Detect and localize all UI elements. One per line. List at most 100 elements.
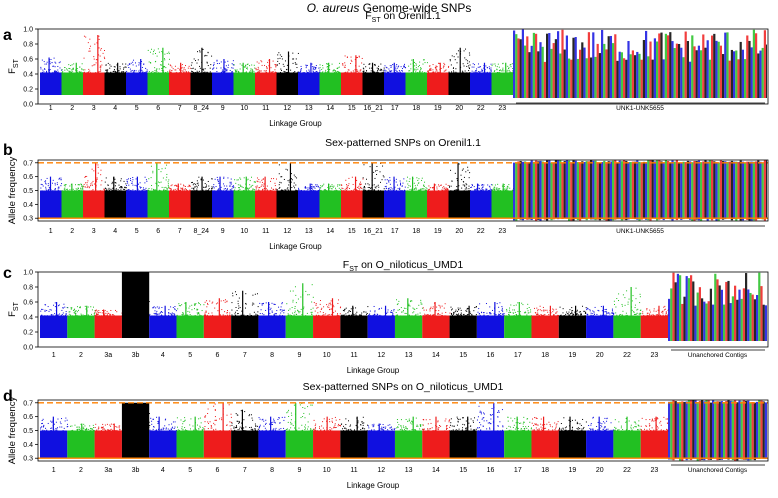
scatter-band-6 [147, 72, 169, 95]
snp-point [277, 418, 279, 420]
snp-point [313, 72, 315, 74]
snp-point [465, 59, 467, 61]
snp-point [319, 188, 321, 190]
snp-point [192, 425, 194, 427]
snp-point [469, 313, 471, 315]
snp-point [243, 427, 245, 429]
snp-point [161, 60, 163, 62]
snp-point [496, 188, 498, 190]
snp-point [169, 64, 171, 66]
snp-point [407, 187, 409, 189]
snp-point [237, 429, 239, 431]
unanchored-column [747, 289, 750, 341]
snp-point [54, 70, 56, 72]
snp-point [266, 67, 268, 69]
snp-point [170, 430, 172, 432]
snp-point [61, 314, 63, 316]
y-tick-label-a: 0.2 [23, 87, 33, 94]
scatter-band-22 [470, 190, 492, 219]
unanchored-column [719, 45, 722, 98]
snp-peak-6 [156, 162, 158, 191]
snp-point [590, 315, 592, 317]
snp-point [96, 181, 98, 183]
snp-point [213, 184, 215, 186]
snp-point [165, 186, 167, 188]
snp-point [554, 315, 556, 317]
snp-point [310, 187, 312, 189]
snp-point [204, 312, 206, 314]
snp-point [213, 186, 215, 188]
snp-point [46, 309, 48, 311]
snp-point [46, 189, 48, 191]
y-tick-label-c: 0.4 [23, 315, 33, 322]
unanchored-column [722, 161, 725, 220]
snp-point [478, 308, 480, 310]
unanchored-column [752, 29, 755, 98]
snp-point [360, 183, 362, 185]
snp-point [179, 72, 181, 74]
snp-point [130, 179, 132, 181]
snp-point [182, 430, 184, 432]
snp-point [182, 423, 184, 425]
snp-point [318, 315, 320, 317]
unanchored-column [612, 160, 615, 221]
snp-point [362, 177, 364, 179]
scatter-band-8_24 [190, 72, 212, 95]
panel-label-d: d [3, 388, 13, 405]
snp-point [335, 419, 337, 421]
snp-point [196, 190, 198, 192]
snp-point [204, 314, 206, 316]
snp-point [153, 426, 155, 428]
snp-point [47, 430, 49, 432]
snp-point [294, 187, 296, 189]
snp-point [653, 314, 655, 316]
snp-point [268, 65, 270, 67]
snp-peak-7 [180, 62, 182, 73]
snp-point [456, 314, 458, 316]
snp-point [534, 312, 536, 314]
snp-point [621, 314, 623, 316]
snp-point [664, 308, 666, 310]
snp-point [41, 190, 43, 192]
snp-point [157, 185, 159, 187]
snp-point [198, 70, 200, 72]
snp-point [70, 314, 72, 316]
snp-point [445, 69, 447, 71]
snp-point [344, 308, 346, 310]
snp-point [184, 185, 186, 187]
snp-point [237, 184, 239, 186]
snp-point [399, 71, 401, 73]
snp-point [374, 63, 376, 65]
snp-point [172, 426, 174, 428]
snp-point [572, 314, 574, 316]
snp-point [334, 424, 336, 426]
snp-point [230, 189, 232, 191]
snp-point [254, 428, 256, 430]
snp-point [129, 72, 131, 74]
snp-point [108, 429, 110, 431]
snp-point [362, 422, 364, 424]
snp-point [54, 313, 56, 315]
snp-point [257, 306, 259, 308]
snp-point [396, 304, 398, 306]
snp-point [95, 62, 97, 64]
snp-point [443, 62, 445, 64]
snp-point [323, 314, 325, 316]
snp-point [193, 190, 195, 192]
snp-point [616, 314, 618, 316]
snp-point [337, 315, 339, 317]
snp-point [308, 72, 310, 74]
snp-point [164, 315, 166, 317]
snp-point [186, 190, 188, 192]
snp-point [414, 308, 416, 310]
snp-point [114, 185, 116, 187]
snp-point [475, 71, 477, 73]
snp-point [288, 409, 290, 411]
snp-point [85, 429, 87, 431]
snp-point [253, 303, 255, 305]
snp-point [369, 430, 371, 432]
snp-point [257, 190, 259, 192]
snp-point [104, 424, 106, 426]
snp-point [60, 430, 62, 432]
snp-point [381, 315, 383, 317]
